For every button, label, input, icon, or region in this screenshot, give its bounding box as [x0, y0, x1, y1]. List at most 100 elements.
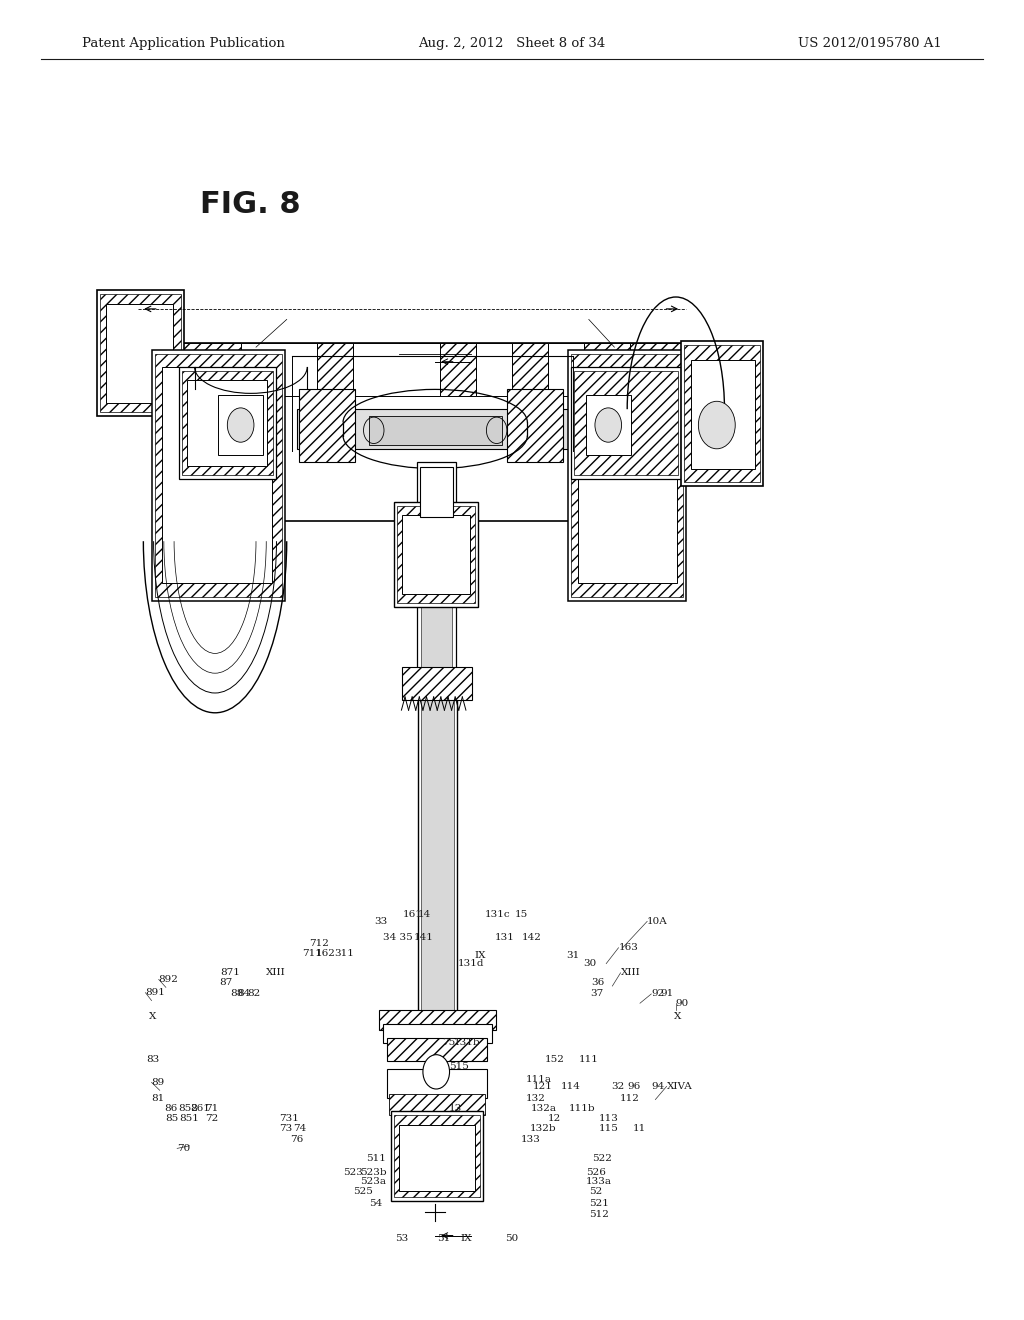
Bar [421, 467, 452, 681]
Bar [179, 343, 681, 521]
Text: 82: 82 [247, 990, 260, 998]
Text: 84: 84 [238, 990, 251, 998]
Text: 54: 54 [369, 1200, 382, 1208]
Text: XIII: XIII [621, 969, 640, 977]
Bar [421, 678, 454, 1011]
Text: 132b: 132b [529, 1125, 556, 1133]
Circle shape [698, 401, 735, 449]
Text: 891: 891 [145, 989, 165, 997]
Bar [548, 343, 584, 396]
Bar [187, 380, 267, 466]
Text: 52: 52 [589, 1188, 602, 1196]
Circle shape [227, 408, 254, 442]
Bar [586, 395, 631, 455]
Text: 121: 121 [532, 1082, 552, 1090]
Text: 132: 132 [525, 1094, 545, 1102]
Text: 851: 851 [179, 1114, 199, 1122]
Text: IX: IX [474, 952, 485, 960]
Bar [383, 1024, 492, 1043]
Text: 523: 523 [343, 1168, 362, 1176]
Text: XIVA: XIVA [667, 1082, 692, 1090]
Text: 522: 522 [592, 1155, 611, 1163]
Text: 71: 71 [205, 1105, 218, 1113]
Text: 83: 83 [146, 1056, 160, 1064]
Text: 96: 96 [628, 1082, 641, 1090]
Text: 163: 163 [618, 944, 638, 952]
Text: 91: 91 [660, 990, 674, 998]
Bar [394, 1115, 480, 1197]
Text: 511: 511 [366, 1155, 385, 1163]
Bar [394, 502, 478, 607]
Text: 14: 14 [418, 911, 431, 919]
Bar [299, 389, 355, 462]
Bar [379, 1010, 496, 1030]
Bar [391, 1111, 483, 1201]
Text: FIG. 8: FIG. 8 [200, 190, 300, 219]
Bar [397, 506, 475, 603]
Text: 33: 33 [374, 917, 387, 925]
Text: 32: 32 [611, 1082, 625, 1090]
Text: 526: 526 [586, 1168, 605, 1176]
Bar [317, 343, 353, 396]
Bar [584, 343, 630, 396]
Bar [402, 515, 470, 594]
Text: 92: 92 [651, 990, 665, 998]
Text: 72: 72 [205, 1114, 218, 1122]
Text: 131c: 131c [484, 911, 510, 919]
Bar [106, 304, 173, 403]
Text: 114: 114 [561, 1082, 581, 1090]
Bar [218, 395, 263, 455]
Text: IX: IX [461, 1234, 472, 1242]
Bar [630, 343, 681, 396]
Text: 74: 74 [293, 1125, 306, 1133]
Text: 861: 861 [190, 1105, 210, 1113]
Text: 111: 111 [579, 1056, 598, 1064]
Text: 10A: 10A [647, 917, 668, 925]
Text: 111b: 111b [568, 1105, 595, 1113]
Text: 70: 70 [177, 1144, 190, 1152]
Bar [179, 343, 241, 396]
Bar [684, 345, 760, 482]
Text: 12: 12 [548, 1114, 561, 1122]
Bar [476, 343, 512, 396]
Bar [369, 416, 502, 445]
Text: 115: 115 [599, 1125, 618, 1133]
Text: 523a: 523a [360, 1177, 386, 1185]
Text: 112: 112 [620, 1094, 639, 1102]
Bar [179, 367, 276, 479]
Text: 311: 311 [334, 949, 353, 957]
Bar [568, 350, 686, 601]
Bar [571, 354, 683, 597]
Bar [440, 343, 476, 396]
Text: X: X [674, 1012, 681, 1020]
Text: 892: 892 [159, 975, 178, 983]
Text: 712: 712 [309, 940, 329, 948]
Text: 525: 525 [353, 1188, 373, 1196]
Text: 871: 871 [220, 969, 240, 977]
Text: X: X [148, 1012, 156, 1020]
Bar [162, 367, 272, 583]
Bar [182, 371, 273, 475]
Text: 88: 88 [230, 990, 244, 998]
Text: 131: 131 [495, 933, 514, 941]
Bar [512, 343, 548, 396]
Text: 13: 13 [449, 1105, 462, 1113]
Text: 113: 113 [599, 1114, 618, 1122]
Bar [574, 371, 678, 475]
Text: Aug. 2, 2012   Sheet 8 of 34: Aug. 2, 2012 Sheet 8 of 34 [419, 37, 605, 50]
Text: 73: 73 [280, 1125, 293, 1133]
Text: 81: 81 [152, 1094, 165, 1102]
Bar [100, 294, 181, 412]
Bar [571, 367, 681, 479]
Text: 36: 36 [591, 978, 604, 986]
Bar [155, 354, 282, 597]
Bar [297, 409, 614, 449]
Bar [402, 667, 472, 700]
Text: 89: 89 [152, 1078, 165, 1086]
Bar [387, 1069, 487, 1098]
Text: 512: 512 [589, 1210, 608, 1218]
Bar [417, 462, 456, 686]
Text: 131b: 131b [454, 1039, 480, 1047]
Text: 87: 87 [219, 978, 232, 986]
Bar [389, 1094, 485, 1115]
